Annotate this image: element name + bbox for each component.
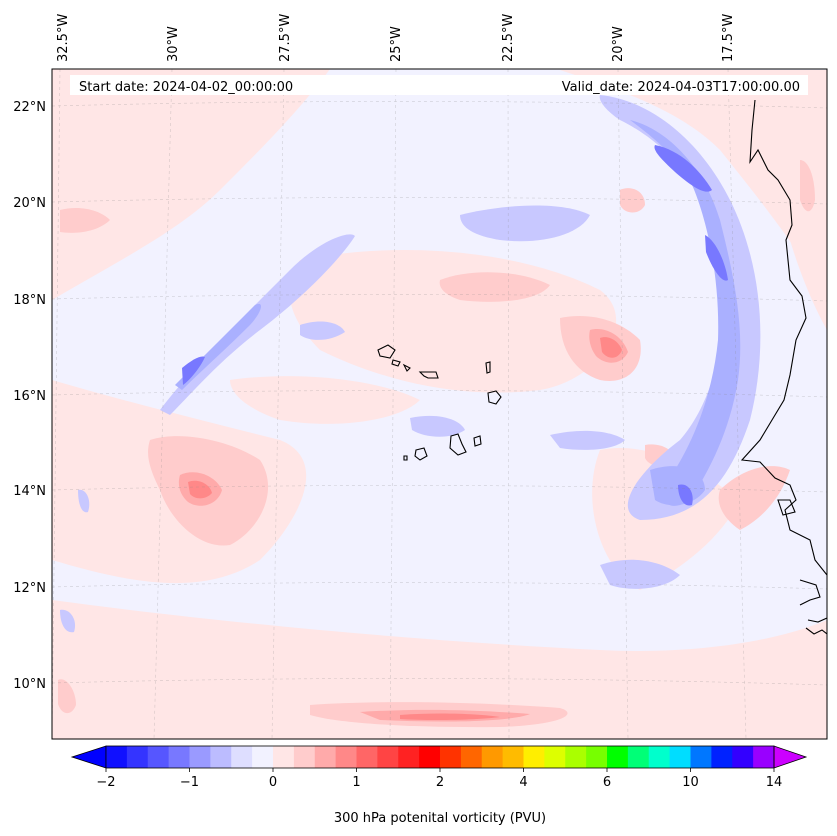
colorbar-cell: [419, 746, 441, 768]
colorbar-cell: [147, 746, 170, 768]
lat-label: 20°N: [13, 196, 46, 211]
colorbar-cell: [669, 746, 692, 768]
colorbar: −2 −1 0 1 2 4 6 10 14 300 hPa potenital vorticit…: [70, 745, 808, 826]
colorbar-cell: [481, 746, 504, 768]
header-box: [70, 75, 808, 95]
colorbar-tick-label: 0: [269, 775, 277, 790]
colorbar-cell: [565, 746, 587, 768]
colorbar-cell: [648, 746, 671, 768]
colorbar-cell: [356, 746, 378, 768]
colorbar-over-arrow: [773, 745, 808, 769]
negative-pv-strong: [182, 145, 728, 506]
lat-label: 16°N: [13, 389, 46, 404]
lat-label: 10°N: [13, 677, 46, 692]
colorbar-cell: [168, 746, 191, 768]
colorbar-cell: [440, 746, 462, 768]
colorbar-cells: [106, 746, 775, 768]
colorbar-cell: [711, 746, 733, 768]
longitude-labels: 32.5°W 30°W 27.5°W 25°W 22.5°W 20°W 17.5…: [56, 14, 736, 62]
lon-label: 27.5°W: [278, 14, 293, 62]
start-date-label: Start date: 2024-04-02_00:00:00: [79, 80, 293, 95]
colorbar-cell: [586, 746, 608, 768]
lat-label: 12°N: [13, 581, 46, 596]
map-panel: [52, 69, 827, 739]
lon-label: 32.5°W: [56, 14, 71, 62]
colorbar-cell: [189, 746, 211, 768]
colorbar-cell: [398, 746, 420, 768]
colorbar-cell: [377, 746, 399, 768]
colorbar-cell: [293, 746, 316, 768]
colorbar-cell: [690, 746, 712, 768]
lat-label: 14°N: [13, 484, 46, 499]
colorbar-cell: [273, 746, 295, 768]
colorbar-tick-label: −2: [96, 775, 115, 790]
colorbar-tick-label: −1: [180, 775, 199, 790]
lat-label: 18°N: [13, 293, 46, 308]
colorbar-cell: [314, 746, 337, 768]
colorbar-cell: [607, 746, 629, 768]
cape-verde-islands: [377, 344, 502, 461]
lat-label: 22°N: [13, 100, 46, 115]
coastlines: [740, 99, 827, 635]
lon-label: 17.5°W: [721, 14, 736, 62]
colorbar-tick-label: 14: [766, 775, 783, 790]
colorbar-cell: [106, 746, 128, 768]
colorbar-tick-label: 1: [352, 775, 360, 790]
colorbar-label: 300 hPa potenital vorticity (PVU): [334, 811, 546, 826]
colorbar-cell: [126, 746, 149, 768]
colorbar-cell: [335, 746, 358, 768]
colorbar-cell: [544, 746, 566, 768]
positive-pv-peak: [188, 337, 622, 721]
latitude-labels: 22°N 20°N 18°N 16°N 14°N 12°N 10°N: [13, 100, 46, 692]
lon-label: 22.5°W: [501, 14, 516, 62]
colorbar-cell: [523, 746, 545, 768]
lon-label: 30°W: [166, 26, 181, 62]
lon-label: 25°W: [389, 26, 404, 62]
colorbar-cell: [732, 746, 754, 768]
colorbar-cell: [210, 746, 232, 768]
lon-label: 20°W: [611, 26, 626, 62]
colorbar-cell: [753, 746, 775, 768]
map-frame: [51, 68, 828, 740]
valid-date-label: Valid_date: 2024-04-03T17:00:00.00: [562, 80, 800, 95]
colorbar-cell: [231, 746, 253, 768]
colorbar-tick-label: 10: [682, 775, 699, 790]
colorbar-cell: [627, 746, 650, 768]
colorbar-cell: [502, 746, 525, 768]
colorbar-cell: [252, 746, 274, 768]
colorbar-under-arrow: [70, 745, 107, 769]
colorbar-cell: [460, 746, 483, 768]
colorbar-ticks: −2 −1 0 1 2 4 6 10 14: [96, 768, 782, 790]
colorbar-tick-label: 6: [603, 775, 611, 790]
colorbar-tick-label: 2: [436, 775, 444, 790]
graticule: [52, 69, 827, 739]
colorbar-tick-label: 4: [519, 775, 527, 790]
africa-coastline: [740, 99, 827, 576]
